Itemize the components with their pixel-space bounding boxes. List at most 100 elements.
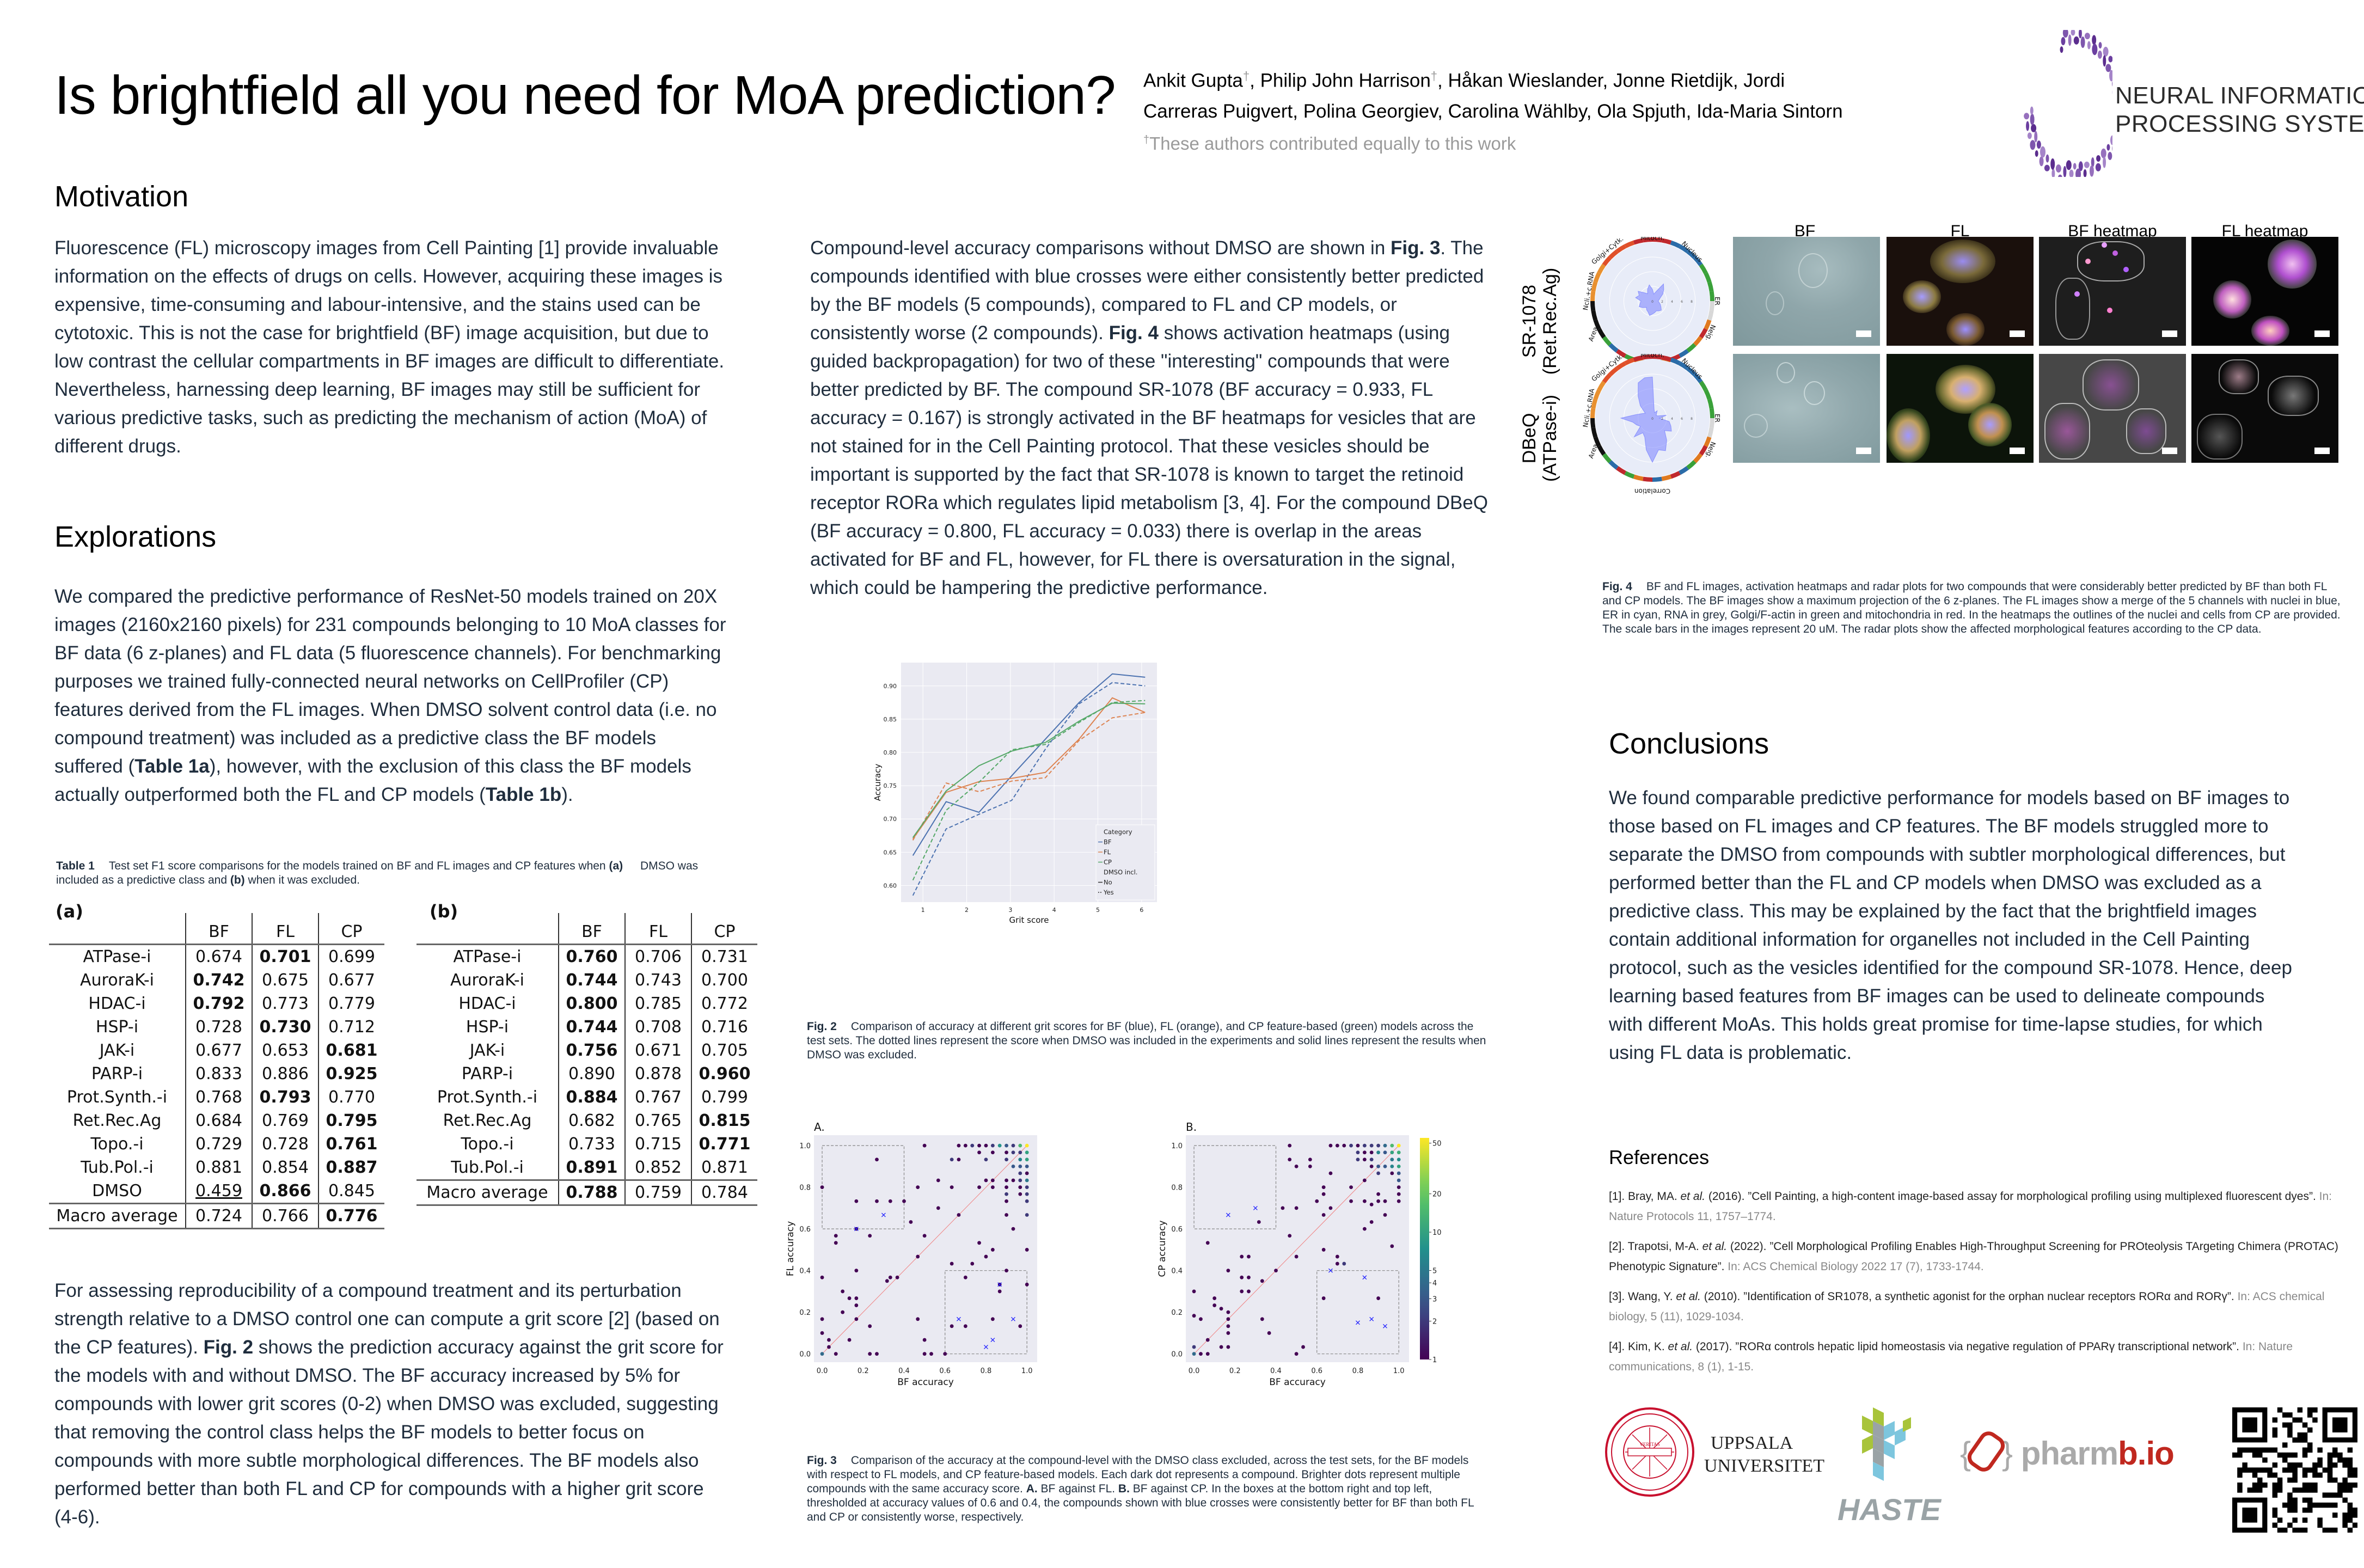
row-label: JAK-i <box>469 1041 505 1060</box>
radar-feature-segment <box>1591 398 1598 409</box>
poster-title: Is brightfield all you need for MoA pred… <box>54 65 1116 126</box>
data-point <box>1321 1192 1326 1196</box>
table-1a: (a) BF FL CP ATPase-i 0.674 0.701 0.699 AuroraK… <box>49 901 384 1229</box>
radar-feature-segment <box>1615 466 1626 475</box>
qr-module <box>2332 1527 2338 1533</box>
qr-module <box>2272 1512 2278 1518</box>
data-point <box>950 1261 954 1266</box>
y-tick-label: 0.65 <box>884 849 897 856</box>
reference-title: ”Cell Morphological Profiling Enables Hi… <box>1609 1240 2338 1273</box>
x-tick-label: 0.8 <box>981 1367 992 1375</box>
radar-feature-segment <box>1602 336 1612 346</box>
radar-feature-segment <box>1679 466 1689 475</box>
table-1a-ref: Table 1a <box>134 756 210 777</box>
row-label: Topo.-i <box>461 1135 514 1154</box>
qr-module <box>2327 1477 2333 1483</box>
qr-finder-core <box>2242 1508 2257 1523</box>
data-point <box>1321 1213 1326 1217</box>
qr-module <box>2322 1502 2328 1508</box>
colorbar <box>1420 1138 1429 1359</box>
data-point <box>834 1352 838 1356</box>
data-point <box>984 1157 988 1162</box>
qr-module <box>2267 1467 2273 1473</box>
qr-module <box>2317 1457 2323 1463</box>
qr-module <box>2292 1502 2298 1508</box>
qr-module <box>2347 1467 2353 1473</box>
radar-feature-segment <box>1686 460 1697 470</box>
logo-dot <box>2108 151 2112 160</box>
cell-fl: 0.759 <box>624 1179 691 1206</box>
qr-module <box>2272 1487 2278 1493</box>
qr-module <box>2302 1508 2308 1513</box>
qr-module <box>2342 1497 2348 1503</box>
cell-cp: 0.712 <box>318 1015 384 1039</box>
cross-stroke <box>956 1316 961 1321</box>
qr-module <box>2302 1467 2308 1473</box>
qr-module <box>2287 1477 2293 1483</box>
highlight-cross <box>984 1345 988 1350</box>
radar-feature-segment <box>1590 418 1596 428</box>
qr-code[interactable] <box>2232 1407 2357 1533</box>
table-row: Ret.Rec.Ag 0.682 0.765 0.815 <box>417 1109 757 1132</box>
dbeq-bf-image <box>1733 354 1880 463</box>
qr-module <box>2302 1527 2308 1533</box>
data-point <box>888 1275 892 1279</box>
data-point <box>1376 1150 1380 1155</box>
data-point <box>1018 1178 1022 1183</box>
qr-module <box>2247 1487 2253 1493</box>
logo-dot <box>2096 155 2101 162</box>
logo-dot <box>2078 30 2082 39</box>
logo-dot <box>2034 131 2038 143</box>
table-row: JAK-i 0.677 0.653 0.681 <box>49 1039 384 1062</box>
data-point <box>984 1143 988 1148</box>
radar-category-label: Mitoch. <box>1640 354 1664 359</box>
qr-module <box>2252 1487 2258 1493</box>
data-point <box>1369 1157 1374 1162</box>
qr-module <box>2252 1447 2258 1453</box>
qr-module <box>2347 1512 2353 1518</box>
logo-dot <box>2060 46 2063 53</box>
radar-feature-segment <box>1597 264 1606 274</box>
qr-module <box>2302 1497 2308 1503</box>
y-tick-label: 0.4 <box>1171 1267 1183 1276</box>
cell-fl: 0.766 <box>252 1203 319 1229</box>
qr-module <box>2297 1407 2303 1413</box>
data-point <box>1005 1157 1008 1162</box>
data-point <box>1376 1296 1380 1300</box>
radar-feature-segment <box>1670 240 1681 248</box>
cell-bf: 0.742 <box>185 969 252 992</box>
fig-4-caption: Fig. 4 BF and FL images, activation heatm… <box>1602 580 2341 635</box>
qr-module <box>2307 1442 2313 1448</box>
qr-module <box>2287 1522 2293 1528</box>
radar-feature-segment <box>1693 373 1703 383</box>
radar-feature-segment <box>1709 291 1714 301</box>
y-tick-label: 0.6 <box>799 1226 811 1234</box>
cross-stroke <box>881 1212 886 1217</box>
table-row: JAK-i 0.756 0.671 0.705 <box>417 1039 757 1062</box>
radar-feature-segment <box>1686 249 1697 259</box>
radar-category-label: Correlation <box>1634 487 1670 495</box>
explorations-text: We compared the predictive performance o… <box>54 586 726 805</box>
qr-module <box>2347 1527 2353 1533</box>
data-point <box>970 1143 975 1148</box>
fig-4-row-label-2: DBeQ (ATPase-i) <box>1519 395 1560 482</box>
logo-dot <box>2103 55 2106 67</box>
data-point <box>1328 1143 1333 1148</box>
radar-feature-segment <box>1670 471 1681 479</box>
data-point <box>922 1143 927 1148</box>
data-point <box>916 1185 920 1190</box>
qr-module <box>2352 1512 2357 1518</box>
reference-etal: et al. <box>1680 1190 1706 1203</box>
data-point <box>1301 1345 1305 1349</box>
radar-feature-segment <box>1709 301 1714 311</box>
data-point <box>977 1150 981 1155</box>
cell-fl: 0.701 <box>252 944 319 969</box>
data-point <box>1335 1143 1339 1148</box>
cell-cp: 0.731 <box>691 944 757 969</box>
equal-contribution-note: †These authors contributed equally to th… <box>1143 133 1516 154</box>
table-row: AuroraK-i 0.742 0.675 0.677 <box>49 969 384 992</box>
data-point <box>1356 1157 1360 1162</box>
radar-feature-segment <box>1602 373 1612 383</box>
qr-module <box>2302 1452 2308 1458</box>
qr-module <box>2292 1497 2298 1503</box>
